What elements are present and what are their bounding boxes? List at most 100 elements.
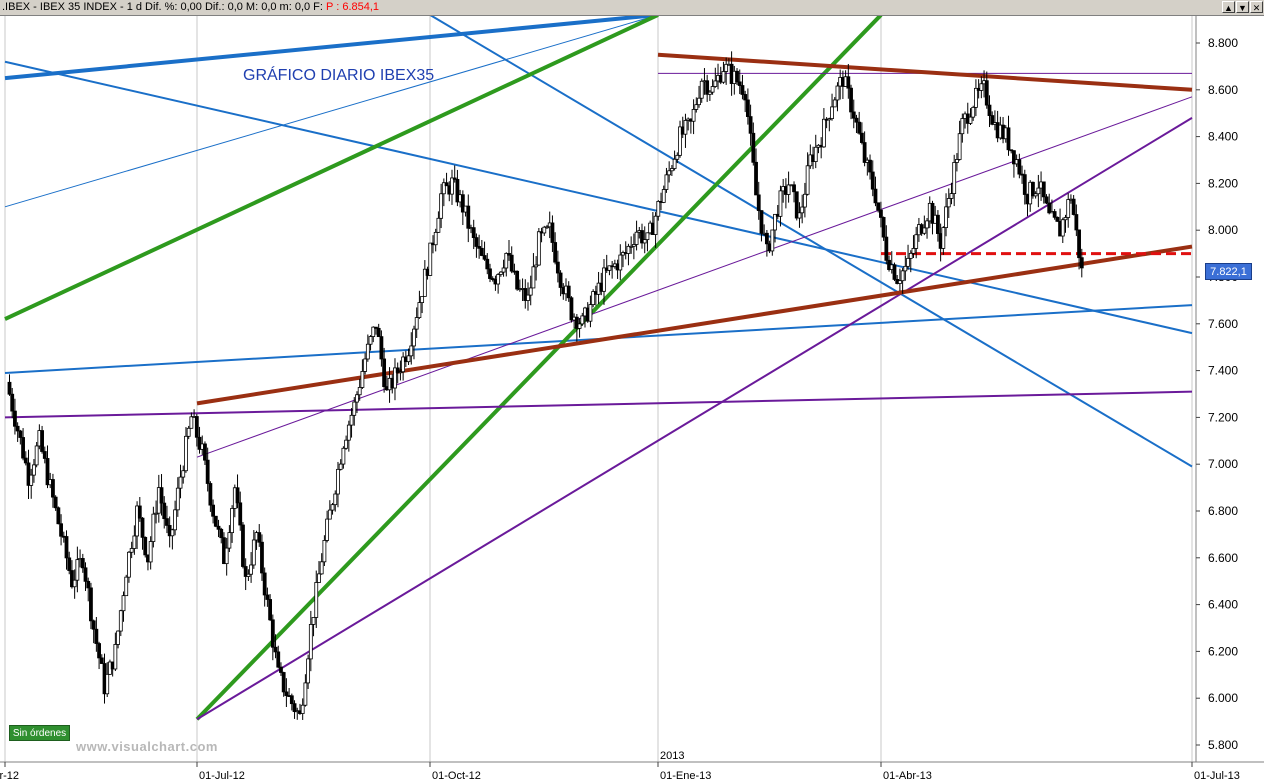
y-tick-label: 6.000: [1208, 691, 1238, 705]
candle-body: [678, 126, 682, 156]
close-button[interactable]: ✕: [1250, 1, 1263, 13]
candle-body: [379, 336, 384, 360]
candle-body: [363, 358, 368, 372]
candle-body: [325, 518, 330, 541]
candle-body: [420, 296, 425, 303]
y-tick-label: 6.200: [1208, 644, 1238, 658]
candle-body: [756, 194, 761, 211]
candle-body: [876, 202, 881, 211]
candle-body: [26, 462, 31, 486]
candle-body: [821, 118, 826, 148]
candle-body: [640, 230, 644, 244]
candle-body: [53, 496, 58, 509]
candle-body: [631, 244, 636, 247]
candle-body: [786, 184, 791, 195]
candle-body: [241, 524, 245, 567]
candle-body: [29, 474, 34, 486]
candle-body: [205, 459, 210, 484]
candle-body: [349, 414, 354, 426]
candle-body: [854, 117, 859, 123]
watermark: www.visualchart.com: [76, 739, 218, 754]
candle-body: [569, 297, 574, 321]
candle-body: [273, 646, 278, 653]
candle-body: [194, 416, 199, 438]
y-tick-label: 7.000: [1208, 457, 1238, 471]
candle-body: [75, 559, 80, 581]
candle-body: [21, 437, 25, 459]
candle-body: [13, 410, 17, 427]
trendline: [4, 14, 659, 208]
candle-body: [653, 215, 658, 235]
candle-body: [197, 436, 202, 450]
candle-body: [971, 106, 976, 118]
candle-body: [629, 245, 634, 248]
candle-body: [317, 573, 321, 583]
candle-body: [526, 294, 530, 301]
candle-body: [409, 345, 414, 357]
candle-body: [528, 287, 533, 296]
candle-body: [764, 232, 769, 245]
candle-body: [1060, 219, 1065, 237]
y-tick-label: 6.400: [1208, 598, 1238, 612]
candle-body: [203, 443, 207, 461]
candle-body: [892, 264, 897, 280]
trendline: [196, 244, 1193, 406]
candle-body: [436, 217, 441, 233]
candle-body: [879, 209, 883, 218]
candle-body: [846, 76, 851, 89]
candle-body: [300, 704, 305, 714]
candle-body: [474, 237, 479, 247]
candle-body: [675, 154, 680, 160]
candle-body: [159, 487, 164, 504]
candle-body: [979, 83, 984, 91]
candle-body: [504, 252, 509, 269]
candle-body: [70, 570, 74, 588]
candle-body: [930, 202, 935, 224]
trendline: [429, 14, 1193, 468]
candle-body: [303, 682, 308, 706]
y-tick-label: 8.200: [1208, 176, 1238, 190]
candle-body: [314, 582, 319, 618]
candle-body: [45, 458, 50, 486]
y-tick-label: 6.600: [1208, 551, 1238, 565]
candle-body: [949, 193, 954, 199]
candle-body: [219, 528, 224, 539]
candle-body: [230, 508, 235, 534]
candle-body: [124, 576, 129, 597]
candle-body: [925, 220, 929, 229]
candle-body: [751, 132, 756, 163]
candle-body: [957, 133, 962, 160]
candle-body: [23, 457, 28, 464]
candle-body: [566, 285, 571, 299]
candle-body: [778, 190, 783, 217]
scroll-up-button[interactable]: ▲: [1222, 1, 1235, 13]
candle-body: [113, 644, 118, 670]
candle-body: [626, 245, 631, 254]
candle-body: [691, 109, 696, 122]
y-tick-label: 7.400: [1208, 364, 1238, 378]
candle-body: [851, 111, 856, 119]
x-grid-lines: [4, 15, 1193, 762]
candle-body: [697, 97, 701, 106]
candle-body: [18, 430, 23, 438]
candle-body: [249, 564, 254, 575]
candle-body: [542, 226, 547, 234]
candle-body: [165, 518, 169, 526]
candle-body: [550, 222, 555, 243]
candle-body: [773, 213, 777, 231]
candle-body: [574, 316, 579, 329]
candle-body: [1044, 196, 1049, 204]
candle-body: [802, 193, 807, 208]
candle-body: [1071, 198, 1076, 215]
candle-body: [116, 630, 120, 645]
candle-body: [281, 672, 286, 693]
candle-body: [827, 118, 832, 121]
instrument-info: .IBEX - IBEX 35 INDEX - 1 d Dif. %: 0,00…: [2, 0, 379, 15]
candle-body: [745, 99, 750, 117]
status-badge[interactable]: Sin órdenes: [9, 725, 70, 741]
candle-body: [395, 367, 400, 373]
y-tick-label: 5.800: [1208, 738, 1238, 752]
candle-body: [10, 393, 15, 412]
candle-body: [322, 540, 327, 563]
scroll-down-button[interactable]: ▼: [1236, 1, 1249, 13]
